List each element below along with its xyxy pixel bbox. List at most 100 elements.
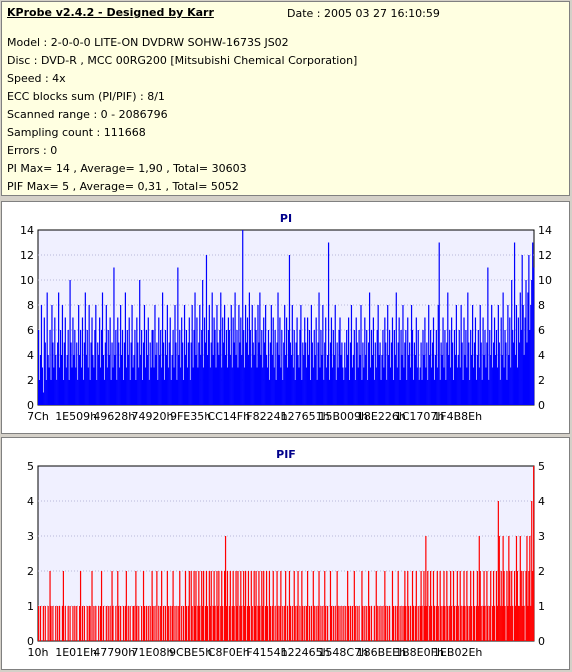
pif-bar [446,571,448,641]
pi-bar [185,330,188,405]
pi-bar [66,355,68,405]
pi-bar [321,355,323,405]
pi-bar [436,367,438,405]
pi-bar [55,355,57,405]
pi-bar [214,330,216,405]
pi-bar [342,367,344,405]
pif-bar [469,606,471,641]
pif-bar [440,606,442,641]
pif-bar [421,606,423,641]
pif-bar [411,571,414,641]
pif-bar [327,606,329,641]
pi-bar [119,367,121,405]
scan-date: Date : 2005 03 27 16:10:59 [287,7,440,20]
pi-bar [426,342,428,405]
pi-bar [362,342,364,405]
pi-bar [498,342,500,405]
pif-bar [89,606,91,641]
pi-bar [369,367,372,405]
pif-bar [527,606,529,641]
pif-bar [444,606,446,641]
pi-bar [469,380,471,405]
pif-bar [118,606,120,641]
pif-bar [397,571,399,641]
pi-bar [212,355,214,405]
pi-bar [203,317,206,405]
pi-bar [502,292,504,405]
pi-bar [506,380,508,405]
pi-bar [448,355,450,405]
pi-bar [282,380,284,405]
pi-bar [457,355,459,405]
pif-bar [460,606,462,641]
pi-bar [123,342,126,405]
pif-bar [220,606,222,641]
pif-bar [217,606,219,641]
pi-bar [278,355,280,405]
pif-bar [239,606,241,641]
pif-bar [202,606,204,641]
pif-bar [57,606,59,641]
pi-bar [455,305,457,405]
pi-ytick-right-5: 10 [538,274,552,287]
pif-bar [265,606,267,641]
pi-bar [290,355,292,405]
pi-bar [519,292,521,405]
pi-bar [69,280,71,405]
pi-bar [106,367,108,405]
pif-bar [324,571,326,641]
pi-bar [154,305,156,405]
pif-bar [199,606,201,641]
pif-bar [225,606,228,641]
pif-xtick-1: 1E01Eh [55,646,97,659]
pif-bar [289,606,292,641]
pi-ytick-left-4: 8 [27,299,34,312]
pif-bar [188,571,190,641]
pi-bar [271,355,273,405]
pif-bar [47,606,49,641]
pif-bar [266,606,269,641]
pi-bar [489,330,491,405]
pif-bar [222,606,224,641]
pi-bar [230,305,232,405]
pi-bar [64,317,66,405]
pi-bar [337,367,339,405]
pi-bar [408,355,410,405]
pif-bar [127,606,129,641]
pi-bar [309,380,312,405]
pi-bar [497,305,499,405]
pi-bar [192,367,194,405]
pi-bar [493,317,496,405]
pi-bar [50,380,52,405]
pi-bar [38,330,40,405]
pi-bar [512,330,514,405]
pi-bar [449,330,451,405]
pif-bar [167,606,169,641]
pi-bar [244,305,247,405]
pif-ytick-left-4: 4 [27,495,34,508]
pi-bar [289,342,292,405]
pi-bar [440,342,442,405]
pi-bar [470,330,472,405]
pi-bar [245,342,248,405]
pif-bar [122,606,125,641]
pi-bar [389,330,391,405]
pi-bar [82,380,85,405]
pif-bar [478,536,480,641]
pif-bar [145,606,147,641]
pi-bar [91,317,93,405]
pi-bar [111,342,113,405]
pi-bar [243,330,245,405]
pi-bar [322,305,324,405]
pif-bar [378,606,380,641]
pi-bar [371,355,374,405]
info-panel: KProbe v2.4.2 - Designed by Karr Date : … [1,1,570,196]
pi-bar [390,342,393,405]
pi-bar [351,367,354,405]
pi-bar [246,317,249,405]
pi-bar [74,330,76,405]
pi-bar [226,367,229,405]
pi-bar [294,380,296,405]
pi-bar [272,317,274,405]
pi-bar [240,317,242,405]
